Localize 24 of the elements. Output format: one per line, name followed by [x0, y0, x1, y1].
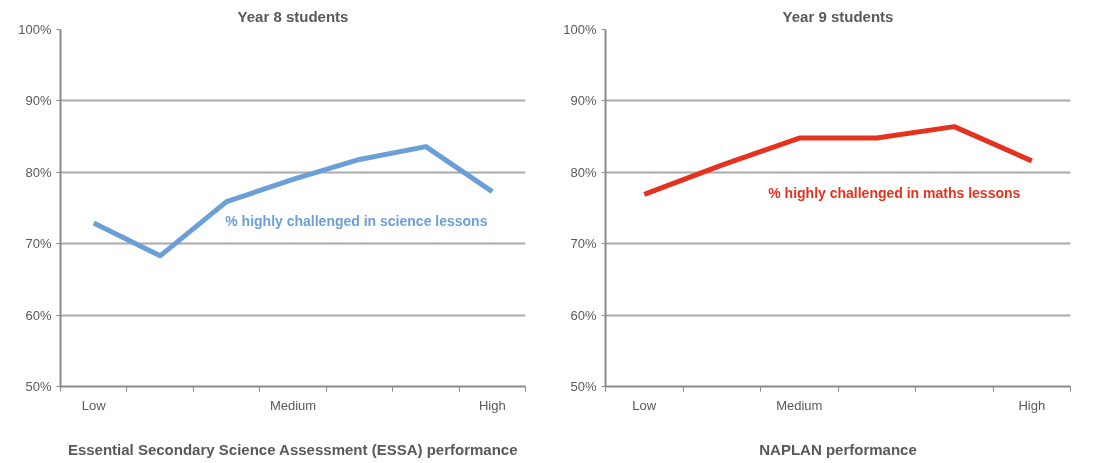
x-axis-title: NAPLAN performance	[759, 440, 917, 458]
series-label: % highly challenged in maths lessons	[768, 184, 1021, 201]
x-tick-label: Medium	[776, 397, 823, 413]
y-tick-label: 70%	[25, 236, 52, 252]
series-label: % highly challenged in science lessons	[225, 213, 488, 230]
y-tick-label: 90%	[25, 93, 52, 109]
chart-title: Year 8 students	[237, 7, 349, 25]
y-tick-label: 50%	[570, 379, 597, 394]
y-tick-label: 50%	[25, 379, 52, 394]
x-tick-label: Low	[81, 397, 107, 413]
x-tick-label: Medium	[269, 397, 317, 413]
y-tick-label: 100%	[18, 22, 52, 37]
y-tick-label: 70%	[570, 236, 597, 252]
x-tick-label: High	[1018, 397, 1046, 413]
y-tick-label: 100%	[563, 22, 597, 37]
y-tick-label: 80%	[25, 164, 52, 180]
y-tick-label: 60%	[570, 307, 597, 323]
y-tick-label: 60%	[25, 307, 52, 323]
x-axis-title: Essential Secondary Science Assessment (ESSA) performance	[67, 440, 518, 458]
y-tick-label: 80%	[570, 164, 597, 180]
y-tick-label: 90%	[570, 93, 597, 109]
x-tick-label: High	[478, 397, 506, 413]
chart-title: Year 9 students	[782, 7, 894, 25]
x-tick-label: Low	[632, 397, 657, 413]
